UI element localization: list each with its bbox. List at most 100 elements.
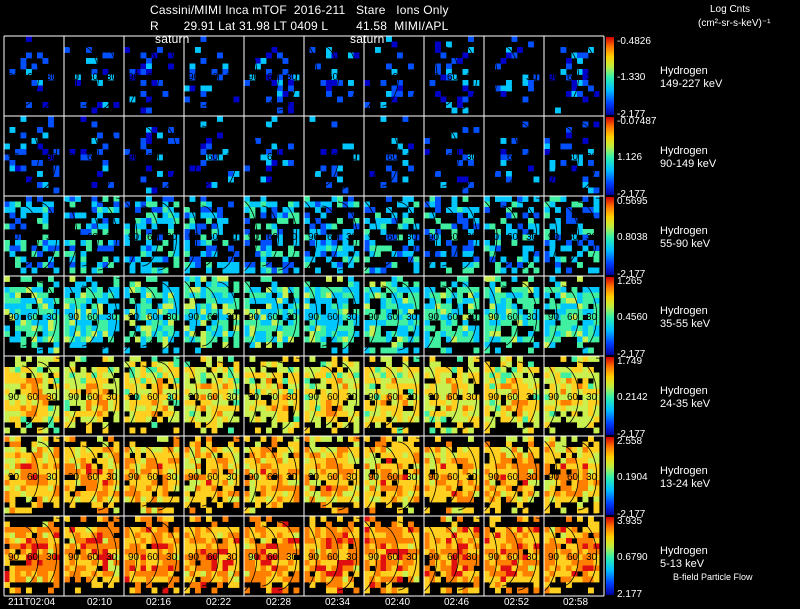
- heatmap-cell: [222, 149, 229, 155]
- heatmap-cell: [20, 554, 27, 561]
- heatmap-cell: [9, 411, 16, 417]
- heatmap-cell: [211, 394, 218, 401]
- heatmap-cell: [489, 331, 496, 337]
- heatmap-cell: [80, 267, 87, 274]
- heatmap-cell: [489, 491, 496, 497]
- heatmap-cell: [331, 458, 338, 464]
- heatmap-cell: [511, 325, 518, 332]
- heatmap-cell: [211, 287, 218, 293]
- heatmap-cell: [249, 356, 256, 362]
- heatmap-cell: [233, 361, 240, 368]
- heatmap-cell: [337, 469, 343, 475]
- heatmap-cell: [140, 560, 147, 566]
- heatmap-cell: [386, 234, 392, 241]
- heatmap-cell: [53, 383, 60, 390]
- heatmap-cell: [69, 378, 76, 384]
- heatmap-cell: [304, 447, 310, 453]
- heatmap-cell: [206, 356, 212, 362]
- heatmap-cell: [249, 298, 256, 304]
- heatmap-cell: [86, 491, 92, 497]
- heatmap-cell: [375, 474, 381, 481]
- heatmap-cell: [348, 245, 354, 252]
- heatmap-cell: [326, 521, 332, 528]
- heatmap-cell: [260, 245, 267, 252]
- heatmap-cell: [386, 582, 392, 588]
- heatmap-cell: [206, 543, 212, 550]
- heatmap-cell: [168, 372, 174, 379]
- heatmap-cell: [37, 491, 43, 497]
- heatmap-cell: [53, 325, 60, 332]
- heatmap-cell: [244, 303, 250, 310]
- heatmap-cell: [517, 309, 523, 315]
- heatmap-cell: [222, 63, 229, 70]
- heatmap-cell: [135, 571, 141, 577]
- heatmap-cell: [402, 356, 409, 362]
- heatmap-cell: [315, 422, 321, 428]
- heatmap-cell: [168, 469, 174, 475]
- heatmap-cell: [53, 543, 60, 550]
- heatmap-cell: [353, 361, 360, 368]
- heatmap-cell: [228, 549, 234, 555]
- heatmap-cell: [129, 372, 136, 379]
- heatmap-cell: [315, 394, 321, 401]
- heatmap-cell: [577, 372, 583, 379]
- heatmap-cell: [282, 394, 289, 401]
- heatmap-cell: [108, 314, 114, 321]
- heatmap-cell: [369, 240, 376, 246]
- heatmap-cell: [135, 234, 141, 241]
- heatmap-cell: [462, 463, 469, 470]
- heatmap-cell: [260, 485, 267, 492]
- heatmap-cell: [397, 394, 403, 401]
- heatmap-cell: [337, 245, 343, 252]
- heatmap-cell: [424, 251, 430, 257]
- heatmap-cell: [451, 560, 458, 566]
- heatmap-cell: [97, 554, 103, 561]
- heatmap-cell: [86, 394, 92, 401]
- heatmap-cell: [282, 58, 289, 64]
- heatmap-cell: [206, 549, 212, 555]
- heatmap-cell: [162, 336, 169, 343]
- heatmap-cell: [457, 58, 463, 64]
- heatmap-cell: [506, 441, 512, 448]
- heatmap-cell: [397, 342, 403, 348]
- heatmap-cell: [571, 314, 578, 321]
- heatmap-cell: [97, 571, 103, 577]
- heatmap-cell: [102, 298, 109, 304]
- heatmap-cell: [124, 372, 130, 379]
- heatmap-cell: [577, 389, 583, 395]
- heatmap-cell: [64, 325, 70, 332]
- heatmap-cell: [255, 458, 261, 464]
- heatmap-cell: [282, 91, 289, 97]
- heatmap-cell: [277, 240, 283, 246]
- heatmap-cell: [315, 576, 321, 583]
- heatmap-cell: [69, 394, 76, 401]
- heatmap-cell: [348, 458, 354, 464]
- heatmap-cell: [348, 576, 354, 583]
- heatmap-cell: [26, 325, 32, 332]
- heatmap-cell: [468, 554, 474, 561]
- heatmap-cell: [233, 458, 240, 464]
- heatmap-cell: [37, 496, 43, 503]
- heatmap-cell: [315, 229, 321, 235]
- heatmap-cell: [200, 538, 207, 544]
- heatmap-cell: [320, 411, 327, 417]
- heatmap-cell: [435, 196, 441, 202]
- heatmap-cell: [397, 276, 403, 282]
- heatmap-cell: [402, 491, 409, 497]
- heatmap-cell: [222, 516, 229, 522]
- heatmap-cell: [211, 549, 218, 555]
- heatmap-cell: [293, 422, 300, 428]
- heatmap-cell: [80, 447, 87, 453]
- heatmap-cell: [80, 251, 87, 257]
- heatmap-cell: [435, 41, 441, 48]
- heatmap-cell: [528, 41, 534, 48]
- heatmap-cell: [97, 527, 103, 533]
- heatmap-cell: [37, 554, 43, 561]
- heatmap-cell: [402, 287, 409, 293]
- heatmap-cell: [528, 405, 534, 412]
- heatmap-cell: [462, 69, 469, 75]
- heatmap-cell: [397, 521, 403, 528]
- heatmap-cell: [571, 463, 578, 470]
- heatmap-cell: [162, 320, 169, 326]
- heatmap-cell: [31, 560, 38, 566]
